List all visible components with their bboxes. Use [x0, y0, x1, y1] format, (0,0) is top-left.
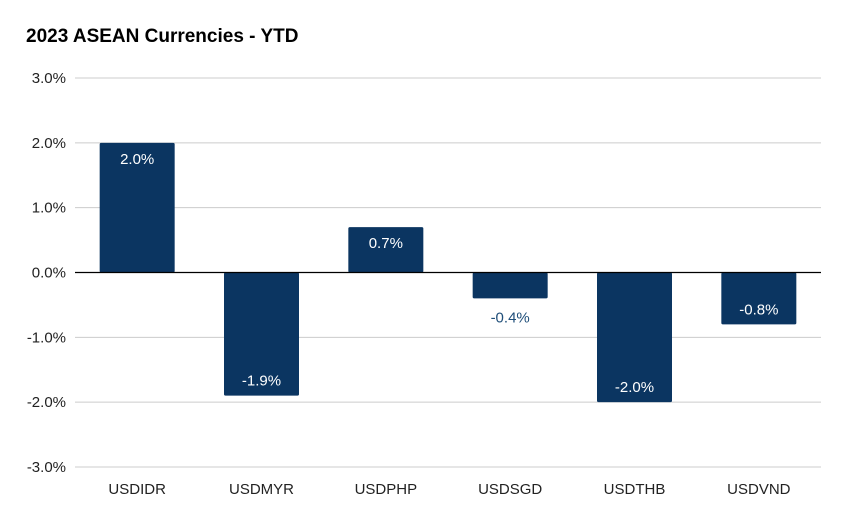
x-tick-label: USDSGD [478, 481, 542, 498]
y-tick-label: -1.0% [27, 329, 66, 346]
data-label: -2.0% [615, 379, 654, 396]
x-tick-label: USDTHB [604, 481, 666, 498]
data-label: -0.8% [739, 301, 778, 318]
y-tick-label: -2.0% [27, 394, 66, 411]
y-tick-label: 0.0% [32, 265, 66, 282]
bar [224, 272, 299, 396]
data-label: -1.9% [242, 373, 281, 390]
bars [99, 142, 797, 403]
data-label: 0.7% [369, 235, 403, 252]
y-tick-label: -3.0% [27, 459, 66, 476]
y-axis-tick-labels: 3.0% 2.0% 1.0% 0.0% -1.0% -2.0% -3.0% [27, 70, 66, 476]
x-tick-label: USDMYR [229, 481, 294, 498]
y-tick-label: 3.0% [32, 70, 66, 87]
x-axis-tick-labels: USDIDR USDMYR USDPHP USDSGD USDTHB USDVND [108, 481, 790, 498]
y-tick-label: 2.0% [32, 135, 66, 152]
x-tick-label: USDVND [727, 481, 791, 498]
y-tick-label: 1.0% [32, 200, 66, 217]
bar [348, 227, 424, 273]
bar [99, 142, 175, 273]
chart-title: 2023 ASEAN Currencies - YTD [26, 26, 299, 47]
grid-lines [75, 77, 821, 468]
bar [472, 272, 548, 299]
data-label: 2.0% [120, 151, 154, 168]
bar [597, 272, 672, 403]
x-tick-label: USDPHP [355, 481, 418, 498]
data-label: -0.4% [491, 309, 530, 326]
bar [721, 272, 797, 325]
x-tick-label: USDIDR [108, 481, 166, 498]
data-labels: 2.0% -1.9% 0.7% -0.4% -2.0% -0.8% [120, 151, 778, 396]
